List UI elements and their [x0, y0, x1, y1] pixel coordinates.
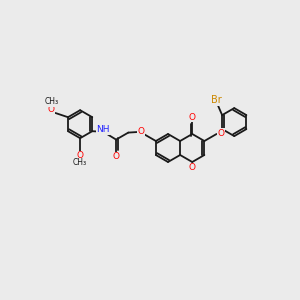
Text: O: O: [76, 151, 84, 160]
Text: O: O: [137, 127, 144, 136]
Text: CH₃: CH₃: [44, 98, 58, 106]
Text: O: O: [217, 128, 224, 137]
Text: Br: Br: [211, 95, 221, 105]
Text: NH: NH: [96, 125, 110, 134]
Text: O: O: [112, 152, 120, 161]
Text: O: O: [189, 112, 196, 122]
Text: O: O: [48, 104, 55, 113]
Text: O: O: [189, 164, 196, 172]
Text: CH₃: CH₃: [73, 158, 87, 167]
